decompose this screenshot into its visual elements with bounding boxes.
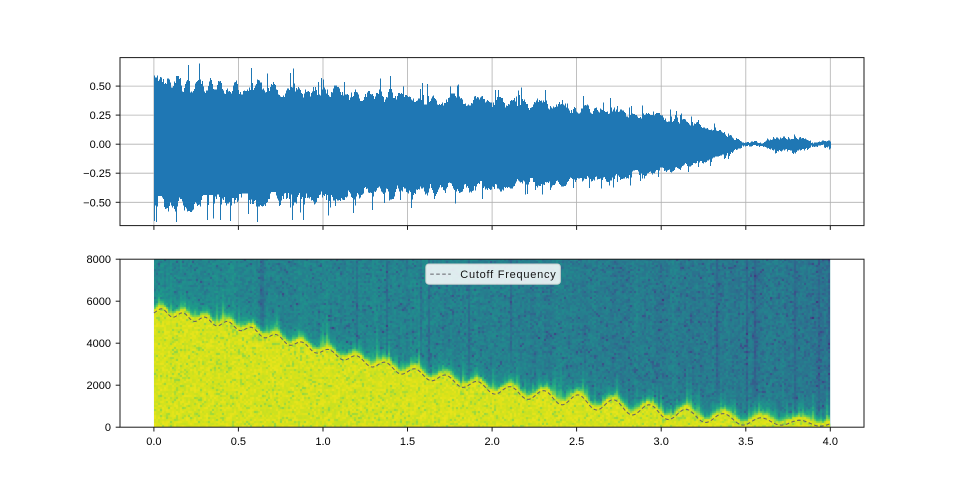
svg-text:3.5: 3.5 [738,436,753,448]
svg-text:0.50: 0.50 [90,81,111,93]
svg-text:3.0: 3.0 [654,436,669,448]
svg-text:2000: 2000 [87,380,111,392]
svg-text:0: 0 [105,422,111,434]
svg-text:Cutoff Frequency: Cutoff Frequency [460,269,556,281]
svg-text:−0.50: −0.50 [83,197,111,209]
svg-text:4.0: 4.0 [823,436,838,448]
svg-text:0.00: 0.00 [90,139,111,151]
svg-text:8000: 8000 [87,254,111,266]
svg-text:0.0: 0.0 [146,436,161,448]
svg-text:−0.25: −0.25 [83,168,111,180]
svg-text:2.0: 2.0 [484,436,499,448]
svg-text:0.5: 0.5 [231,436,246,448]
svg-text:0.25: 0.25 [90,110,111,122]
svg-text:1.0: 1.0 [315,436,330,448]
svg-text:2.5: 2.5 [569,436,584,448]
svg-text:6000: 6000 [87,296,111,308]
svg-text:1.5: 1.5 [400,436,415,448]
svg-text:4000: 4000 [87,338,111,350]
